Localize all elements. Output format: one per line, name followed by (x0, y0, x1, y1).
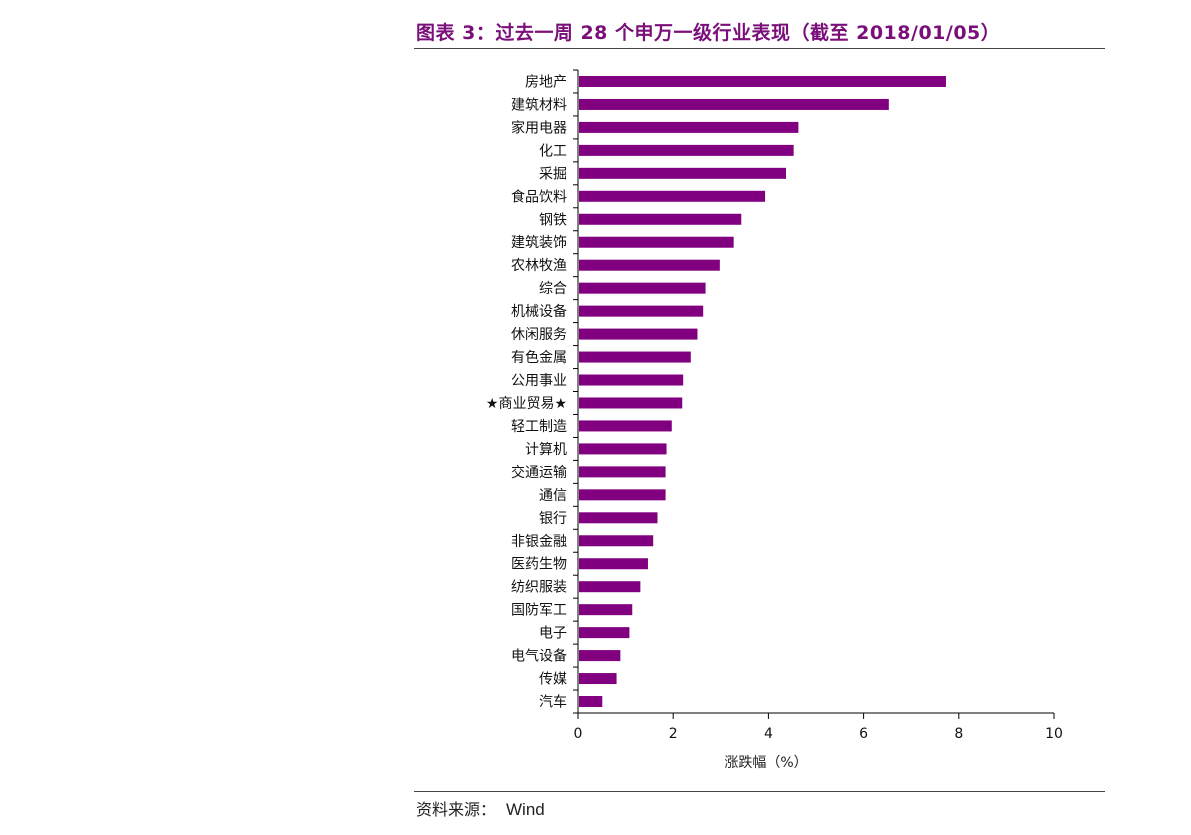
category-label: 汽车 (539, 694, 567, 711)
bar (579, 489, 666, 501)
category-label: 轻工制造 (511, 419, 567, 435)
bar (579, 75, 946, 87)
x-tick-label: 6 (859, 726, 868, 742)
category-label: 公用事业 (511, 373, 567, 389)
category-label: 化工 (539, 143, 567, 159)
bar (579, 167, 787, 179)
category-label: ★商业贸易★ (486, 396, 567, 412)
bar (579, 443, 667, 455)
bar (579, 121, 799, 133)
category-label: 银行 (539, 511, 567, 527)
category-label: 国防军工 (511, 603, 567, 619)
header-rule (414, 48, 1105, 49)
category-labels: 房地产建筑材料家用电器化工采掘食品饮料钢铁建筑装饰农林牧渔综合机械设备休闲服务有… (486, 74, 567, 710)
category-label: 非银金融 (511, 534, 567, 550)
x-tick-label: 10 (1045, 726, 1063, 742)
bar (579, 673, 617, 685)
category-label: 休闲服务 (511, 327, 567, 343)
footer-rule (414, 791, 1105, 792)
bar (579, 236, 734, 248)
category-label: 食品饮料 (511, 188, 567, 205)
category-label: 通信 (539, 488, 567, 504)
category-label: 建筑装饰 (511, 235, 567, 251)
bar (579, 466, 666, 478)
category-label: 计算机 (525, 442, 567, 458)
x-tick-label: 4 (764, 726, 773, 742)
bar (579, 535, 654, 547)
category-label: 采掘 (539, 166, 567, 182)
category-label: 机械设备 (511, 303, 567, 320)
bar (579, 144, 794, 156)
bar (579, 190, 766, 202)
category-label: 房地产 (525, 74, 567, 90)
x-tick-label: 2 (669, 726, 678, 742)
category-label: 钢铁 (539, 212, 567, 228)
category-label: 综合 (539, 281, 567, 297)
x-tick-label: 0 (574, 726, 583, 742)
bar (579, 581, 641, 593)
x-tick-label: 8 (954, 726, 963, 742)
category-label: 医药生物 (511, 557, 567, 573)
bar (579, 374, 684, 386)
bar (579, 351, 691, 363)
bar (579, 213, 742, 225)
category-label: 建筑材料 (511, 97, 567, 113)
bar (579, 420, 672, 432)
bar (579, 650, 621, 662)
bar (579, 627, 630, 639)
category-label: 传媒 (539, 672, 567, 688)
bars (579, 75, 946, 708)
category-label: 农林牧渔 (511, 258, 567, 274)
source-label: 资料来源： (416, 800, 497, 819)
bar (579, 259, 720, 271)
category-label: 交通运输 (511, 464, 567, 481)
axes: 0 2 4 6 8 10 (573, 69, 1063, 742)
category-label: 家用电器 (511, 119, 567, 136)
bar (579, 328, 698, 340)
x-axis-title: 涨跌幅（%） (724, 755, 807, 771)
category-label: 纺织服装 (511, 580, 567, 596)
x-axis-ticks: 0 2 4 6 8 10 (574, 713, 1063, 742)
y-axis-ticks (573, 69, 578, 714)
bar (579, 98, 889, 110)
bar (579, 696, 603, 708)
bar (579, 305, 704, 317)
bar (579, 282, 706, 294)
category-label: 电子 (539, 626, 567, 642)
bar (579, 397, 683, 409)
bar (579, 558, 648, 570)
bar (579, 604, 633, 616)
category-label: 电气设备 (511, 648, 567, 665)
bar (579, 512, 658, 524)
category-label: 有色金属 (511, 349, 567, 366)
source-note: 资料来源： Wind (416, 796, 545, 820)
chart-title: 图表 3：过去一周 28 个申万一级行业表现（截至 2018/01/05） (416, 22, 1001, 44)
source-value: Wind (506, 800, 545, 819)
